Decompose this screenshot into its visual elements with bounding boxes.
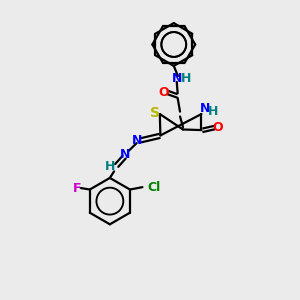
Text: H: H (208, 105, 218, 118)
Text: H: H (181, 72, 191, 85)
Text: H: H (105, 160, 115, 173)
Text: O: O (212, 121, 223, 134)
Text: N: N (200, 103, 210, 116)
Text: N: N (132, 134, 143, 147)
Text: F: F (73, 182, 81, 194)
Text: N: N (120, 148, 130, 161)
Text: N: N (172, 72, 182, 85)
Text: Cl: Cl (147, 181, 161, 194)
Text: S: S (150, 106, 160, 120)
Text: O: O (158, 86, 169, 99)
